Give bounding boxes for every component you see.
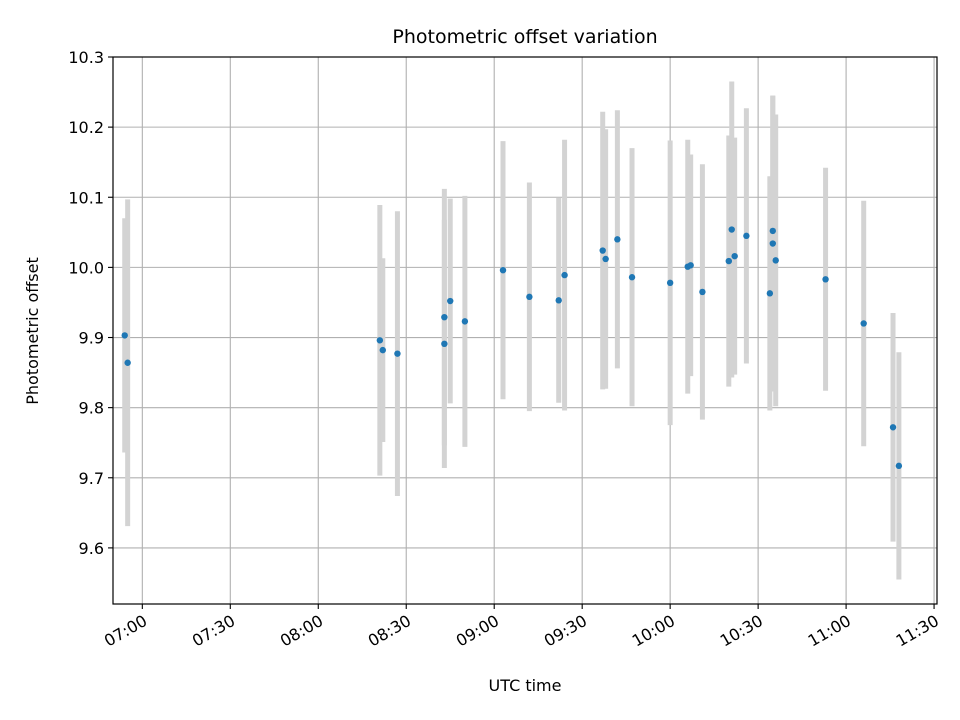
data-point xyxy=(555,297,562,304)
data-point xyxy=(766,290,774,297)
data-point xyxy=(447,297,454,305)
data-point xyxy=(526,293,533,301)
y-tick-label: 9.8 xyxy=(79,399,104,418)
plot-frame xyxy=(112,56,938,605)
data-point xyxy=(461,318,469,325)
data-point xyxy=(376,337,384,344)
data-point xyxy=(699,288,706,296)
data-point xyxy=(124,359,131,366)
y-tick-label: 10.0 xyxy=(68,258,104,277)
y-tick-label: 10.3 xyxy=(68,48,104,67)
data-point xyxy=(602,255,609,263)
data-point xyxy=(499,266,507,274)
data-point xyxy=(561,271,568,279)
y-tick-label: 9.6 xyxy=(79,539,104,558)
data-point xyxy=(895,462,903,470)
data-point xyxy=(614,236,621,243)
data-point xyxy=(628,274,636,281)
data-point xyxy=(441,313,448,321)
data-point xyxy=(666,279,674,287)
data-point xyxy=(769,227,776,235)
y-axis-ticks: 9.6 9.7 9.8 9.9 10.0 10.1 10.2 10.3 xyxy=(68,48,113,558)
data-point xyxy=(889,424,897,431)
chart-title: Photometric offset variation xyxy=(392,26,657,48)
data-point xyxy=(441,340,448,348)
data-point xyxy=(379,346,386,354)
y-tick-label: 9.9 xyxy=(79,329,104,348)
data-point xyxy=(121,332,128,339)
data-point xyxy=(769,240,776,247)
y-tick-label: 10.1 xyxy=(68,188,104,207)
data-point xyxy=(687,262,694,269)
y-tick-label: 10.2 xyxy=(68,118,104,137)
data-point xyxy=(728,226,735,233)
data-point xyxy=(860,320,867,327)
data-point xyxy=(743,232,750,240)
x-axis-label: UTC time xyxy=(489,676,562,695)
data-point xyxy=(731,252,738,260)
data-point xyxy=(772,257,779,264)
data-points xyxy=(121,226,903,470)
data-point xyxy=(725,257,733,265)
data-point xyxy=(822,276,829,283)
data-point xyxy=(599,247,606,254)
data-point xyxy=(394,350,401,357)
y-tick-label: 9.7 xyxy=(79,469,104,488)
y-axis-label: Photometric offset xyxy=(23,257,42,405)
